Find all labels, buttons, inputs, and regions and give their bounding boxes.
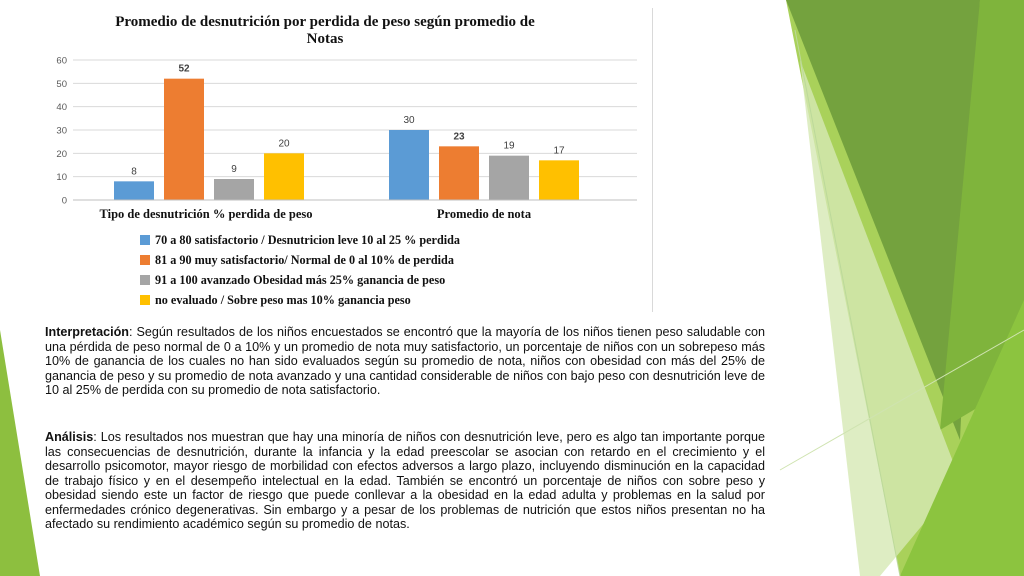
x-category-label: Tipo de desnutrición % perdida de peso [99,207,312,221]
chart-panel: Promedio de desnutrición por perdida de … [45,8,653,312]
legend-item-4: no evaluado / Sobre peso mas 10% gananci… [140,290,460,310]
legend-label-2: 81 a 90 muy satisfactorio/ Normal de 0 a… [155,253,454,267]
y-tick-label: 10 [56,172,67,183]
legend-swatch-3 [140,275,150,285]
bar [164,78,204,200]
chart-title: Promedio de desnutrición por perdida de … [115,14,535,47]
interpretation-label: Interpretación [45,325,129,339]
bar [389,130,429,200]
data-label: 8 [131,166,137,177]
legend-label-1: 70 a 80 satisfactorio / Desnutricion lev… [155,233,461,247]
decor-line-2 [779,329,1024,471]
bar [439,146,479,200]
bar [539,160,579,200]
bar [214,179,254,200]
bar [489,155,529,200]
right-pale-shape [800,60,960,576]
y-tick-label: 0 [62,196,67,207]
legend-label-4: no evaluado / Sobre peso mas 10% gananci… [155,293,411,307]
right-green-shape-dark [786,0,980,440]
analysis-paragraph: Análisis: Los resultados nos muestran qu… [45,430,765,532]
chart-legend: 70 a 80 satisfactorio / Desnutricion lev… [140,230,460,310]
legend-item-1: 70 a 80 satisfactorio / Desnutricion lev… [140,230,460,250]
interpretation-paragraph: Interpretación: Según resultados de los … [45,325,765,398]
data-label: 23 [453,131,465,142]
decor-line [794,29,901,576]
legend-item-3: 91 a 100 avanzado Obesidad más 25% ganan… [140,270,460,290]
bar [114,181,154,200]
left-green-shape [0,330,40,576]
data-label: 9 [231,164,237,175]
right-green-shape-mid [940,0,1024,430]
legend-label-3: 91 a 100 avanzado Obesidad más 25% ganan… [155,273,446,287]
bar-chart: 0 10 20 30 40 50 60 8 52 9 20 Tipo de desnutrición … [56,56,637,221]
data-label: 17 [553,145,565,156]
data-label: 19 [503,141,515,152]
y-tick-label: 40 [56,102,67,113]
interpretation-text: : Según resultados de los niños encuesta… [45,325,765,397]
y-tick-label: 20 [56,149,67,160]
analysis-text: : Los resultados nos muestran que hay un… [45,430,765,531]
data-label: 30 [403,115,415,126]
bar [264,153,304,200]
y-tick-label: 50 [56,79,67,90]
legend-swatch-4 [140,295,150,305]
x-category-label: Promedio de nota [437,207,532,221]
data-label: 20 [278,138,290,149]
legend-swatch-2 [140,255,150,265]
y-tick-label: 30 [56,126,67,137]
legend-swatch-1 [140,235,150,245]
analysis-label: Análisis [45,430,94,444]
y-tick-label: 60 [56,56,67,67]
right-green-shape-bottom [900,300,1024,576]
legend-item-2: 81 a 90 muy satisfactorio/ Normal de 0 a… [140,250,460,270]
data-label: 52 [178,64,190,75]
